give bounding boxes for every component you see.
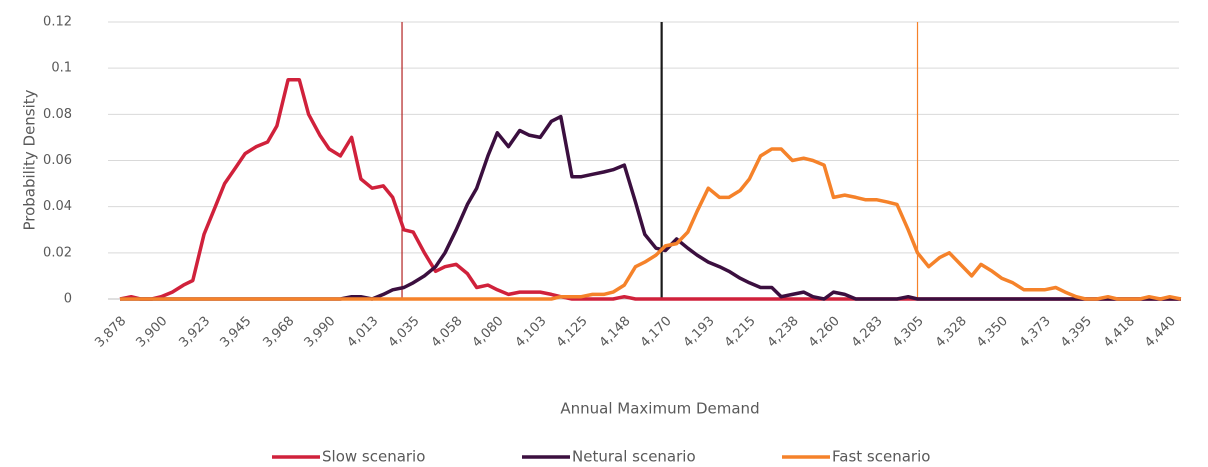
x-tick-label: 4,283 [849, 314, 886, 351]
x-tick-label: 3,968 [260, 314, 297, 351]
x-tick-label: 4,305 [890, 314, 927, 351]
y-tick-label: 0.02 [43, 245, 72, 260]
x-tick-label: 4,013 [345, 314, 382, 351]
x-tick-label: 3,923 [176, 314, 213, 351]
y-axis-title: Probability Density [21, 89, 39, 230]
x-tick-label: 4,125 [554, 314, 591, 351]
x-tick-label: 4,103 [513, 314, 550, 351]
x-tick-label: 4,215 [722, 314, 759, 351]
x-tick-label: 4,440 [1142, 314, 1179, 351]
x-tick-label: 4,418 [1101, 314, 1138, 351]
x-tick-label: 4,350 [974, 314, 1011, 351]
x-tick-label: 4,193 [681, 314, 718, 351]
legend-label: Fast scenario [832, 448, 930, 466]
y-tick-label: 0.12 [43, 15, 72, 30]
x-tick-label: 4,058 [429, 314, 466, 351]
x-tick-label: 4,035 [386, 314, 423, 351]
legend-label: Slow scenario [322, 448, 425, 466]
x-tick-label: 3,945 [218, 314, 255, 351]
x-tick-label: 3,990 [302, 314, 339, 351]
x-axis-title: Annual Maximum Demand [560, 400, 759, 418]
y-tick-label: 0 [64, 292, 72, 307]
series-line [120, 147, 1182, 301]
y-tick-label: 0.1 [51, 61, 72, 76]
x-tick-label: 4,328 [933, 314, 970, 351]
x-tick-label: 4,238 [765, 314, 802, 351]
x-tick-label: 4,148 [597, 314, 634, 351]
x-tick-label: 4,373 [1017, 314, 1054, 351]
series-line [119, 77, 1181, 301]
x-tick-label: 4,395 [1058, 314, 1095, 351]
y-tick-label: 0.08 [43, 107, 72, 122]
series-line [120, 114, 1181, 301]
x-tick-label: 4,260 [806, 314, 843, 351]
y-tick-label: 0.04 [43, 199, 72, 214]
x-tick-label: 4,170 [638, 314, 675, 351]
x-tick-label: 4,080 [470, 314, 507, 351]
x-tick-label: 3,900 [133, 314, 170, 351]
legend-label: Netural scenario [572, 448, 696, 466]
y-tick-label: 0.06 [43, 153, 72, 168]
x-tick-label: 3,878 [92, 314, 129, 351]
